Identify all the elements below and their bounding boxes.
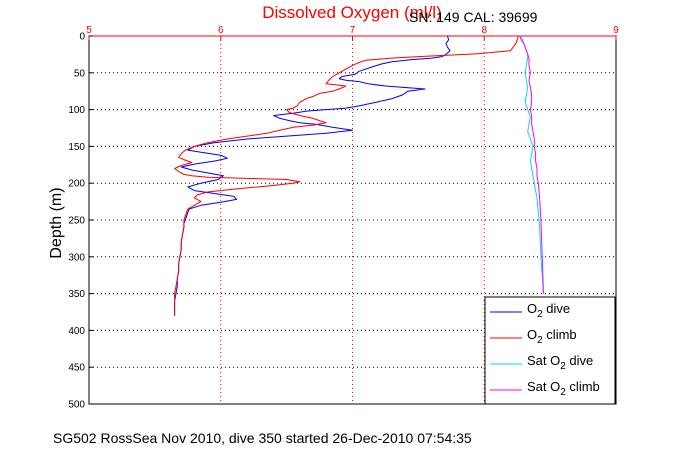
x-tick-label: 6 xyxy=(218,25,224,36)
legend-suffix: climb xyxy=(543,327,577,342)
grid xyxy=(89,36,616,404)
x-tick-label: 5 xyxy=(86,25,92,36)
y-tick-label: 350 xyxy=(68,289,85,300)
y-tick-label: 300 xyxy=(68,252,85,263)
y-tick-label: 100 xyxy=(68,105,85,116)
legend-suffix: dive xyxy=(566,353,593,368)
legend-label: Sat O xyxy=(527,379,560,394)
series-line-2 xyxy=(174,35,519,316)
y-tick-label: 200 xyxy=(68,179,85,190)
legend-label: O xyxy=(527,327,537,342)
series-line-4 xyxy=(519,35,544,294)
x-tick-label: 9 xyxy=(613,25,619,36)
x-tick-label: 8 xyxy=(481,25,487,36)
x-tick-label: 7 xyxy=(350,25,356,36)
series-line-1 xyxy=(174,35,451,316)
y-tick-label: 150 xyxy=(68,142,85,153)
legend-subscript: 2 xyxy=(537,335,543,346)
legend-suffix: climb xyxy=(566,379,600,394)
legend-entry: O2 climb xyxy=(527,327,577,346)
legend-suffix: dive xyxy=(543,301,570,316)
legend-entry: Sat O2 dive xyxy=(527,353,593,372)
y-tick-label: 500 xyxy=(68,400,85,411)
y-tick-label: 50 xyxy=(74,68,86,79)
y-tick-label: 400 xyxy=(68,326,85,337)
legend-box xyxy=(484,296,616,405)
y-tick-label: 0 xyxy=(79,32,85,43)
y-tick-label: 250 xyxy=(68,216,85,227)
series-lines xyxy=(174,35,544,316)
legend-label: O xyxy=(527,301,537,316)
legend-entry: O2 dive xyxy=(527,301,570,320)
y-axis-label: Depth (m) xyxy=(48,187,65,258)
legend-subscript: 2 xyxy=(560,387,566,398)
y-tick-label: 450 xyxy=(68,363,85,374)
legend-subscript: 2 xyxy=(537,309,543,320)
legend-subscript: 2 xyxy=(560,361,566,372)
chart-title: Dissolved Oxygen (ml/l) xyxy=(262,3,442,22)
chart-subtitle: SN: 149 CAL: 39699 xyxy=(409,9,538,25)
footer-caption: SG502 RossSea Nov 2010, dive 350 started… xyxy=(53,430,472,446)
ticks: 5 6 7 8 9 0 50 100 150 200 250 300 350 400 450 500 xyxy=(68,25,619,411)
legend-label: Sat O xyxy=(527,353,560,368)
legend-entry: Sat O2 climb xyxy=(527,379,600,398)
